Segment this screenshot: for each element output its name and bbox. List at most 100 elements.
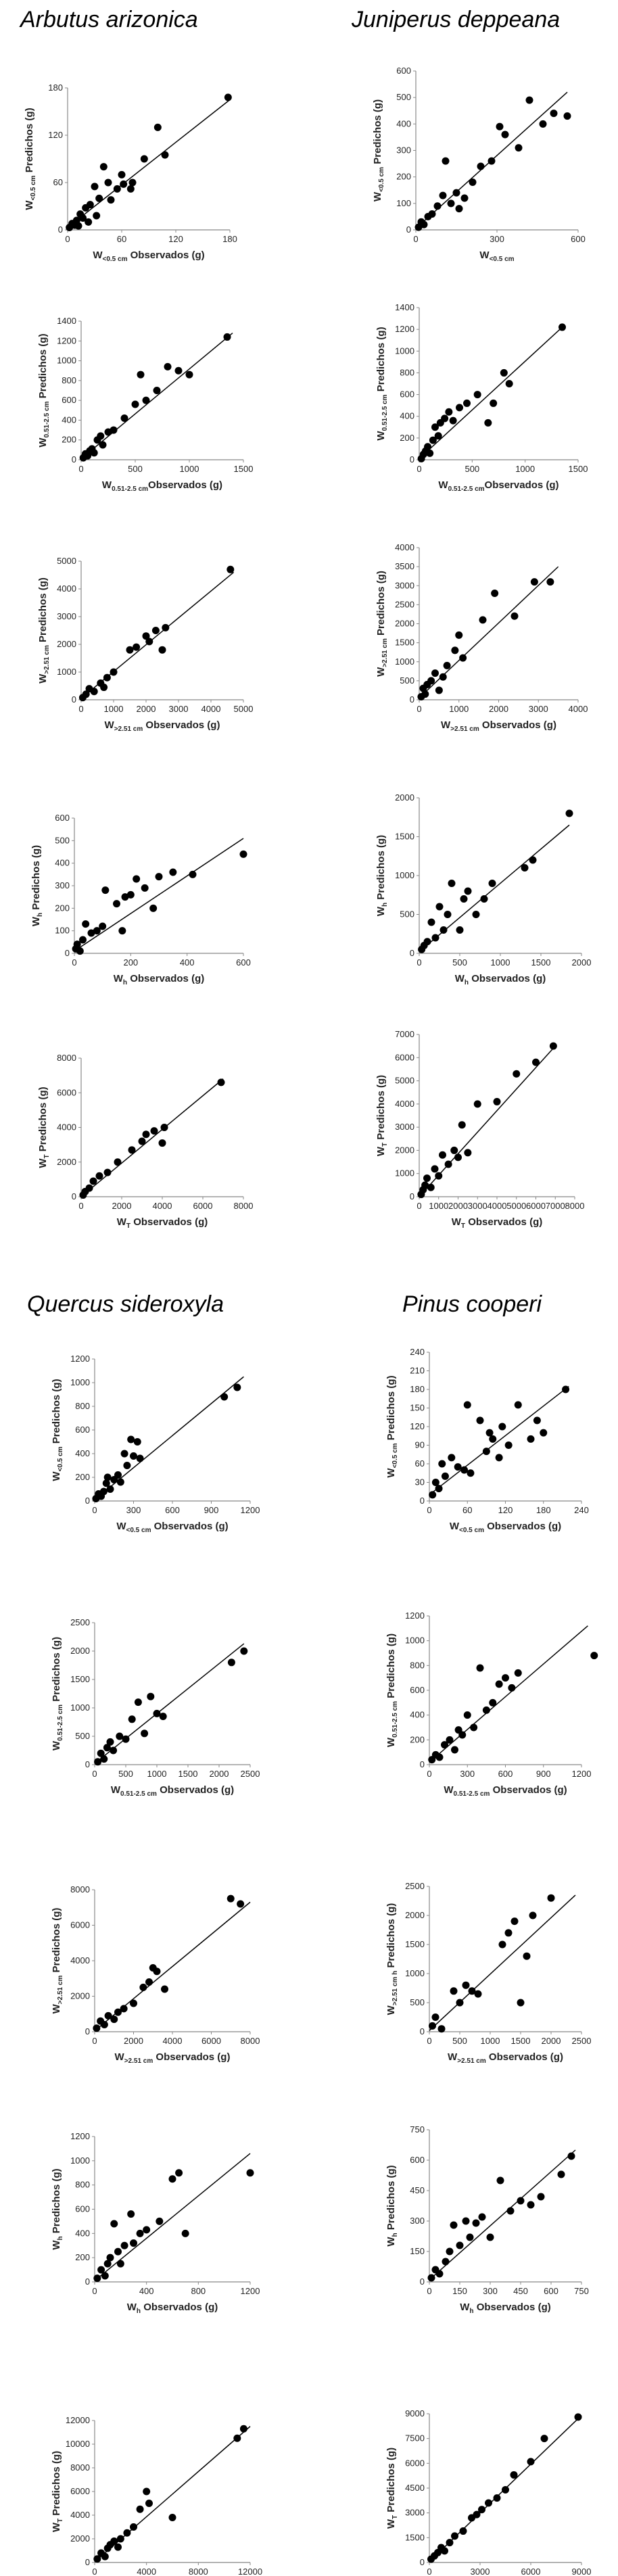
data-point <box>126 185 135 193</box>
data-point <box>439 1151 446 1159</box>
y-axis-label-sub: <0.5 cm <box>30 175 37 200</box>
data-point <box>155 873 163 881</box>
scatter-panel: 0 500 1000 1500 2000 2500 0 500 1000 1500 2000 2500… <box>51 1617 260 1798</box>
data-point <box>246 2169 254 2177</box>
x-tick-label: 0 <box>92 1505 97 1515</box>
x-axis-label-sub: T <box>461 1222 465 1230</box>
data-point <box>517 1999 525 2007</box>
data-point <box>103 1473 112 1481</box>
y-tick-label: 600 <box>62 395 76 405</box>
x-tick-label: 1000 <box>147 1769 167 1779</box>
x-axis-label: W0.51-2.5 cm Observados (g) <box>111 1784 234 1798</box>
y-tick-label: 0 <box>420 1496 425 1506</box>
y-tick-label: 30 <box>415 1477 425 1487</box>
x-axis-label-main: W <box>479 249 490 261</box>
data-point <box>128 178 137 187</box>
y-axis-label-rest: Predichos (g) <box>385 2448 397 2515</box>
x-axis-label-rest: Observados (g) <box>127 973 204 984</box>
x-axis-label-main: W <box>116 1521 126 1532</box>
y-tick-label: 300 <box>410 2216 425 2226</box>
x-axis-label: Wh Observados (g) <box>455 973 546 986</box>
data-point <box>546 578 554 586</box>
data-point <box>446 1736 454 1744</box>
y-tick-label: 600 <box>410 1685 425 1695</box>
fit-line <box>419 327 563 459</box>
data-point <box>120 1450 128 1458</box>
data-point <box>100 2021 108 2028</box>
x-tick-label: 1500 <box>179 1769 198 1779</box>
data-point <box>448 880 456 887</box>
x-axis-label-sub: T <box>126 1222 130 1230</box>
y-axis-label-rest: Predichos (g) <box>372 99 383 167</box>
x-tick-label: 600 <box>498 1769 513 1779</box>
y-tick-label: 400 <box>62 414 76 425</box>
y-tick-label: 180 <box>48 82 63 93</box>
x-axis-label-sub: 0.51-2.5 cm <box>448 485 485 493</box>
data-point <box>431 1479 439 1486</box>
data-point <box>527 2458 535 2466</box>
y-tick-label: 0 <box>420 2276 425 2287</box>
data-point <box>79 936 87 944</box>
y-tick-label: 6000 <box>57 1087 76 1097</box>
data-point <box>156 2217 164 2225</box>
data-point <box>454 1153 462 1162</box>
fit-line <box>80 332 233 460</box>
data-point <box>130 1452 137 1460</box>
y-tick-label: 500 <box>75 1731 90 1741</box>
y-axis-label-rest: Predichos (g) <box>375 327 387 394</box>
data-point <box>442 2258 450 2266</box>
x-tick-label: 6000 <box>201 2036 221 2046</box>
data-point <box>451 2532 458 2540</box>
x-axis-label-main: W <box>111 1784 121 1796</box>
data-point <box>537 2193 545 2201</box>
y-tick-label: 90 <box>415 1440 425 1450</box>
data-point <box>223 333 231 341</box>
data-point <box>116 2535 124 2543</box>
y-tick-label: 400 <box>75 2228 90 2238</box>
x-axis-label-sub: >2.51 cm <box>114 725 143 733</box>
x-tick-label: 4000 <box>201 704 221 714</box>
y-axis-label-sub: h <box>57 2236 64 2240</box>
x-axis-label-main: W <box>455 973 465 984</box>
data-point <box>463 399 471 407</box>
y-tick-label: 300 <box>396 145 411 156</box>
x-tick-label: 6000 <box>193 1201 213 1211</box>
data-point <box>227 565 235 573</box>
y-axis-label-main: W <box>37 673 49 684</box>
x-tick-label: 1000 <box>104 704 124 714</box>
data-point <box>130 2523 137 2531</box>
data-point <box>151 627 160 634</box>
y-axis-label-rest: Predichos (g) <box>24 108 35 175</box>
x-tick-label: 0 <box>417 1201 421 1211</box>
x-tick-label: 2000 <box>448 1201 468 1211</box>
data-point <box>136 1454 144 1462</box>
x-tick-label: 120 <box>498 1505 513 1515</box>
data-point <box>116 1478 124 1486</box>
data-point <box>85 1184 93 1192</box>
data-point <box>529 856 537 864</box>
data-point <box>145 638 153 646</box>
x-axis-label: WT Observados (g) <box>117 1216 208 1230</box>
data-point <box>506 2207 515 2215</box>
y-axis-label-main: W <box>51 2522 62 2532</box>
x-tick-label: 3000 <box>529 704 548 714</box>
y-tick-label: 2000 <box>395 1145 414 1155</box>
data-point <box>501 130 509 139</box>
data-point <box>435 1172 443 1180</box>
data-point <box>480 895 488 903</box>
data-point <box>525 96 533 104</box>
y-tick-label: 2000 <box>57 1157 76 1167</box>
data-point <box>110 2220 118 2228</box>
y-tick-label: 0 <box>410 694 414 705</box>
data-point <box>491 590 499 597</box>
data-point <box>120 2005 128 2013</box>
y-tick-label: 0 <box>65 948 70 958</box>
x-tick-label: 0 <box>427 1769 431 1779</box>
fit-line <box>94 2153 251 2281</box>
y-tick-label: 1000 <box>57 356 76 366</box>
data-point <box>482 1448 490 1456</box>
x-tick-label: 1000 <box>491 957 510 968</box>
data-point <box>513 1070 521 1078</box>
data-point <box>121 893 129 901</box>
fit-line <box>429 1385 569 1496</box>
